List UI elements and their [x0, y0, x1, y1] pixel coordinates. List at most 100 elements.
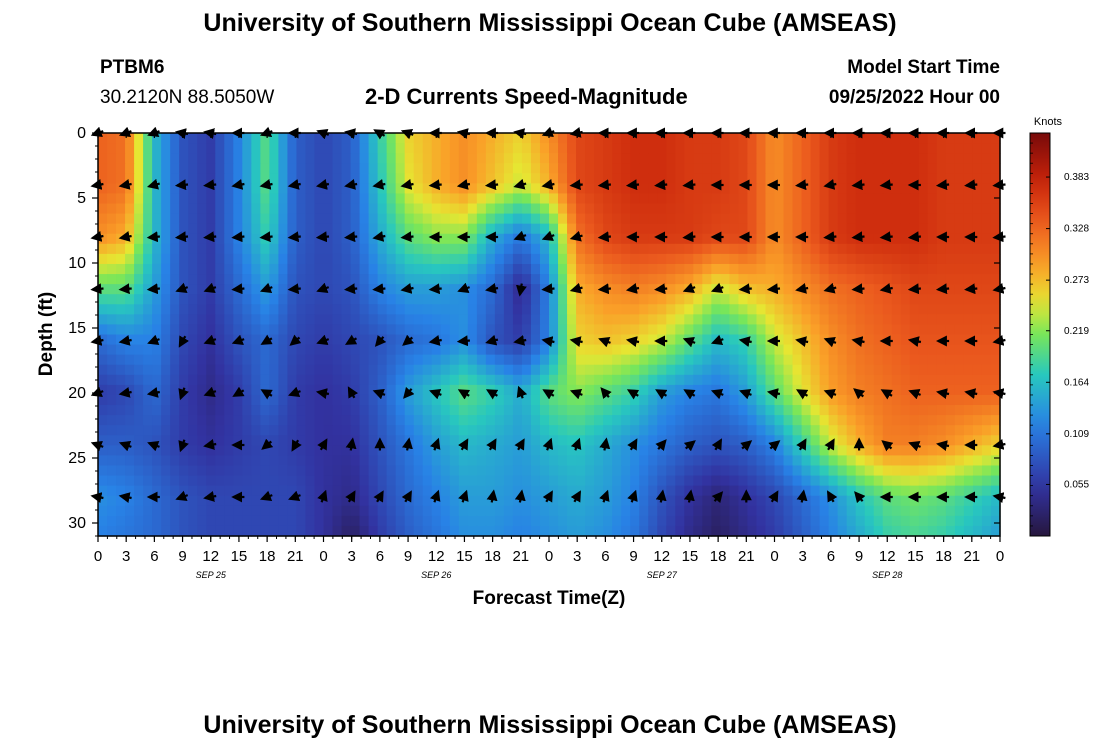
heatmap-cell: [774, 133, 785, 144]
heatmap-cell: [152, 425, 162, 436]
current-arrow: [147, 440, 160, 452]
heatmap-cell: [882, 203, 893, 215]
current-arrow: [287, 283, 301, 295]
heatmap-cell: [873, 475, 884, 487]
heatmap-cell: [350, 425, 361, 436]
heatmap-cell: [963, 344, 974, 356]
heatmap-cell: [873, 243, 884, 255]
heatmap-cell: [485, 405, 496, 416]
heatmap-cell: [188, 233, 198, 245]
heatmap-cell: [440, 445, 451, 456]
heatmap-cell: [864, 515, 875, 527]
heatmap-cell: [467, 515, 478, 527]
current-arrow: [654, 179, 668, 191]
heatmap-cell: [747, 143, 758, 154]
heatmap-cell: [206, 304, 216, 315]
heatmap-cell: [332, 354, 343, 366]
current-arrow: [118, 492, 132, 504]
heatmap-cell: [359, 314, 370, 326]
heatmap-cell: [359, 253, 370, 265]
heatmap-cell: [738, 515, 749, 527]
heatmap-cell: [603, 384, 613, 396]
heatmap-cell: [395, 384, 406, 396]
heatmap-cell: [314, 143, 325, 154]
heatmap-cell: [332, 445, 343, 456]
heatmap-cell: [521, 425, 532, 436]
heatmap-cell: [594, 364, 604, 376]
x-tick-label: 9: [178, 548, 186, 565]
heatmap-cell: [657, 143, 667, 154]
heatmap-cell: [467, 223, 478, 235]
heatmap-cell: [458, 505, 469, 517]
heatmap-cell: [918, 364, 929, 376]
heatmap-cell: [233, 394, 243, 406]
heatmap-cell: [467, 314, 478, 326]
heatmap-cell: [440, 274, 451, 285]
heatmap-cell: [648, 274, 658, 285]
current-arrow: [259, 490, 273, 502]
heatmap-cell: [612, 344, 622, 356]
heatmap-cell: [512, 525, 523, 537]
heatmap-cell: [359, 193, 370, 205]
heatmap-cell: [143, 415, 153, 426]
heatmap-cell: [603, 253, 613, 265]
heatmap-cell: [774, 294, 785, 305]
heatmap-cell: [873, 294, 884, 305]
heatmap-cell: [747, 505, 758, 517]
heatmap-cell: [332, 203, 343, 215]
heatmap-cell: [990, 334, 1001, 346]
heatmap-cell: [837, 304, 848, 315]
heatmap-cell: [458, 294, 469, 305]
heatmap-cell: [530, 253, 541, 265]
heatmap-cell: [287, 515, 298, 527]
heatmap-cell: [864, 173, 875, 184]
heatmap-cell: [648, 485, 658, 497]
heatmap-cell: [368, 354, 379, 366]
heatmap-cell: [170, 163, 180, 174]
current-arrow: [513, 334, 527, 346]
heatmap-cell: [134, 223, 144, 235]
heatmap-cell: [143, 213, 153, 225]
heatmap-cell: [206, 525, 216, 537]
heatmap-cell: [197, 274, 207, 285]
heatmap-cell: [900, 213, 911, 225]
heatmap-cell: [585, 505, 595, 517]
heatmap-cell: [567, 203, 577, 215]
heatmap-cell: [774, 485, 785, 497]
heatmap-cell: [278, 203, 289, 215]
heatmap-cell: [567, 384, 577, 396]
heatmap-cell: [927, 405, 938, 416]
heatmap-cell: [819, 143, 830, 154]
heatmap-cell: [945, 515, 956, 527]
heatmap-cell: [152, 233, 162, 245]
heatmap-cell: [963, 465, 974, 477]
heatmap-cell: [152, 133, 162, 144]
heatmap-cell: [413, 364, 424, 376]
heatmap-cell: [449, 133, 460, 144]
heatmap-cell: [260, 445, 270, 456]
heatmap-cell: [954, 213, 965, 225]
current-arrow: [203, 386, 217, 398]
heatmap-cell: [305, 344, 316, 356]
heatmap-cell: [756, 173, 767, 184]
heatmap-cell: [981, 425, 992, 436]
heatmap-cell: [774, 213, 785, 225]
heatmap-cell: [549, 153, 559, 164]
heatmap-cell: [711, 344, 721, 356]
heatmap-cell: [125, 505, 135, 517]
heatmap-cell: [981, 253, 992, 265]
heatmap-cell: [134, 364, 144, 376]
heatmap-cell: [783, 233, 794, 245]
heatmap-cell: [585, 203, 595, 215]
heatmap-cell: [161, 455, 171, 467]
heatmap-cell: [503, 183, 514, 195]
heatmap-cell: [251, 133, 261, 144]
heatmap-cell: [963, 233, 974, 245]
heatmap-cell: [287, 213, 298, 225]
heatmap-cell: [801, 425, 812, 436]
heatmap-cell: [927, 243, 938, 255]
heatmap-cell: [494, 525, 505, 537]
x-axis: 0 3 6 9 12 15 18 21 0 3 6 9 12 15 18 21 0 3 6 9 12 15 18 21 0 3 6 9…: [94, 133, 1004, 580]
heatmap-cell: [206, 415, 216, 426]
heatmap-cell: [729, 284, 740, 295]
